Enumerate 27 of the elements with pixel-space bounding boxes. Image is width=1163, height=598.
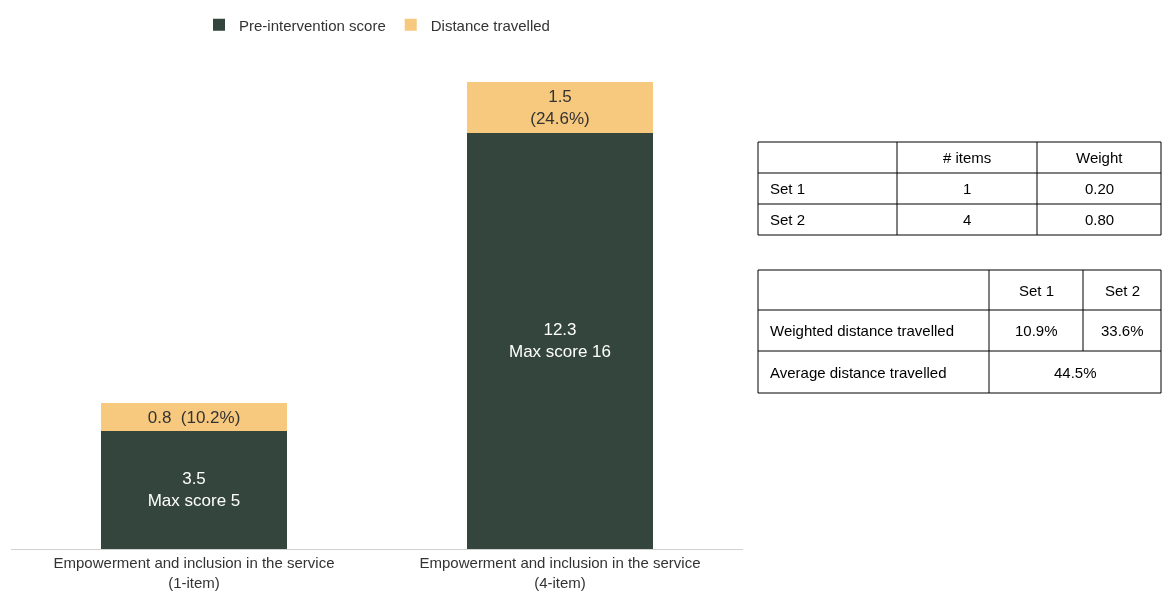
category-label: Set 2 [770,211,806,228]
bar [466,132,654,549]
data-label: 1.5 (24.6%) [530,86,590,128]
legend-label: Distance travelled [430,16,550,34]
category-label: Set 1 [770,180,806,197]
category-label: # items [943,149,992,166]
text: 33.6% [1101,322,1144,339]
text: 10.9% [1015,322,1058,339]
bar [100,430,288,549]
text: 44.5% [1054,364,1097,381]
text: 4 [963,211,972,228]
category-label: Weight [1076,149,1124,166]
bar [100,403,288,431]
text: 0.20 [1085,180,1115,197]
data-label: 3.5 Max score 5 [147,469,241,511]
data-label: 12.3 Max score 16 [508,320,612,362]
category-label: Set 1 [1019,282,1055,299]
category-label: Weighted distance travelled [770,322,954,339]
text: 1 [963,180,972,197]
bar [466,82,654,133]
text: 0.80 [1085,211,1115,228]
x-tick-label: Empowerment and inclusion in the service (4-item) [419,554,701,591]
x-tick-label: Empowerment and inclusion in the service (1-item) [53,554,335,591]
category-label: Average distance travelled [770,364,947,381]
category-label: Set 2 [1105,282,1141,299]
data-label: 0.8 (10.2%) [147,407,241,427]
legend-label: Pre-intervention score [239,16,386,34]
